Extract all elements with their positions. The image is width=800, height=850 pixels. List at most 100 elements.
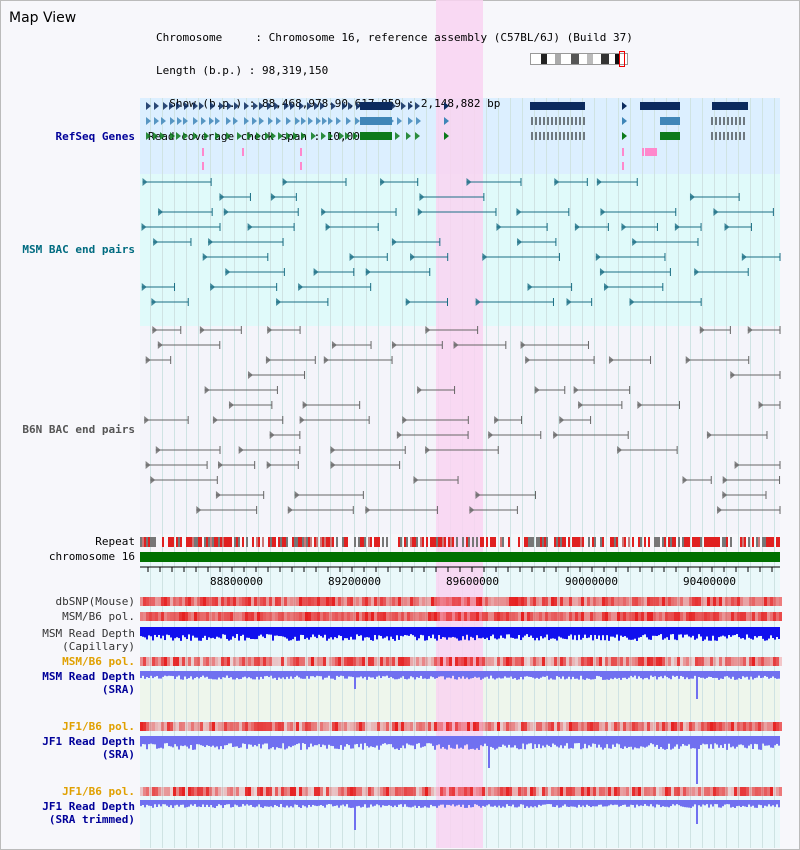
polymorphism-bin: [269, 597, 272, 606]
track-label-repeat[interactable]: Repeat: [95, 535, 135, 548]
polymorphism-bin: [776, 612, 779, 621]
read-depth-bar: [464, 671, 466, 679]
polymorphism-bin: [368, 657, 371, 666]
read-depth-bar: [628, 671, 630, 678]
polymorphism-bin: [656, 612, 659, 621]
repeat-feature: [274, 537, 276, 547]
polymorphism-bin: [443, 597, 446, 606]
read-depth-bar: [546, 736, 548, 745]
track-label-msm-depth-sra-1[interactable]: MSM Read Depth: [42, 670, 135, 683]
polymorphism-bin: [611, 722, 614, 731]
repeat-feature: [532, 537, 534, 547]
read-depth-bar: [250, 736, 252, 745]
track-label-msm-b6-pol-2[interactable]: MSM/B6 pol.: [62, 655, 135, 668]
repeat-feature: [342, 537, 344, 547]
track-label-jf1-depth-sra-1[interactable]: JF1 Read Depth: [42, 735, 135, 748]
read-depth-bar: [666, 800, 668, 807]
polymorphism-bin: [383, 612, 386, 621]
polymorphism-bin: [728, 722, 731, 731]
read-depth-bar: [700, 671, 702, 678]
polymorphism-bin: [362, 787, 365, 796]
read-depth-bar: [728, 671, 730, 678]
read-depth-bar: [204, 627, 206, 636]
polymorphism-bin: [719, 722, 722, 731]
track-label-msm-bac[interactable]: MSM BAC end pairs: [22, 243, 135, 256]
read-depth-bar: [656, 800, 658, 805]
polymorphism-bin: [707, 597, 710, 606]
gene-feature: [202, 148, 204, 156]
read-depth-bar: [454, 736, 456, 749]
read-depth-bar: [408, 627, 410, 636]
track-label-refseq[interactable]: RefSeq Genes: [55, 130, 135, 143]
repeat-feature: [262, 537, 264, 547]
read-depth-bar: [490, 627, 492, 637]
read-depth-bar: [158, 671, 160, 679]
polymorphism-bin: [689, 612, 692, 621]
selected-region-highlight[interactable]: [436, 0, 483, 848]
polymorphism-bin: [152, 657, 155, 666]
read-depth-bar: [772, 800, 774, 806]
track-label-jf1-b6-pol-1[interactable]: JF1/B6 pol.: [62, 720, 135, 733]
read-depth-bar: [666, 736, 668, 750]
read-depth-bar: [422, 800, 424, 808]
polymorphism-bin: [248, 722, 251, 731]
polymorphism-bin: [548, 657, 551, 666]
polymorphism-bin: [140, 722, 143, 731]
polymorphism-bin: [716, 657, 719, 666]
polymorphism-bin: [557, 722, 560, 731]
read-depth-bar: [440, 736, 442, 749]
grid-line: [174, 98, 175, 848]
polymorphism-bin: [665, 597, 668, 606]
polymorphism-bin: [524, 657, 527, 666]
track-label-jf1-depth-trim-1[interactable]: JF1 Read Depth: [42, 800, 135, 813]
polymorphism-bin: [311, 657, 314, 666]
read-depth-bar: [304, 800, 306, 807]
read-depth-bar: [326, 800, 328, 805]
repeat-feature: [574, 537, 576, 547]
polymorphism-bin: [350, 657, 353, 666]
read-depth-bar: [384, 671, 386, 677]
repeat-feature: [654, 537, 656, 547]
track-label-b6n-bac[interactable]: B6N BAC end pairs: [22, 423, 135, 436]
polymorphism-bin: [710, 657, 713, 666]
repeat-feature: [612, 537, 614, 547]
polymorphism-bin: [422, 722, 425, 731]
polymorphism-bin: [371, 657, 374, 666]
polymorphism-bin: [692, 722, 695, 731]
track-label-dbsnp[interactable]: dbSNP(Mouse): [55, 595, 135, 608]
read-depth-bar: [670, 671, 672, 680]
read-depth-bar: [560, 736, 562, 746]
chromosome-ideogram[interactable]: [530, 51, 628, 67]
polymorphism-bin: [536, 722, 539, 731]
polymorphism-bin: [431, 722, 434, 731]
read-depth-bar: [370, 671, 372, 678]
read-depth-bar: [402, 736, 404, 746]
polymorphism-bin: [638, 612, 641, 621]
msm-bac-pair: [517, 238, 523, 246]
read-depth-bar: [750, 800, 752, 807]
polymorphism-bin: [398, 722, 401, 731]
read-depth-bar: [446, 736, 448, 750]
read-depth-bar: [688, 800, 690, 808]
repeat-feature: [300, 537, 302, 547]
track-label-msm-depth-cap-1[interactable]: MSM Read Depth: [42, 627, 135, 640]
read-depth-bar: [566, 736, 568, 744]
polymorphism-bin: [704, 597, 707, 606]
track-label-chromosome[interactable]: chromosome 16: [48, 550, 135, 563]
read-depth-bar: [654, 627, 656, 636]
track-label-jf1-b6-pol-2[interactable]: JF1/B6 pol.: [62, 785, 135, 798]
read-depth-bar: [480, 627, 482, 639]
gene-feature: [444, 102, 449, 110]
track-label-msm-b6-pol-1[interactable]: MSM/B6 pol.: [62, 610, 135, 623]
read-depth-bar: [212, 800, 214, 808]
repeat-feature: [186, 537, 188, 547]
polymorphism-bin: [566, 787, 569, 796]
polymorphism-bin: [158, 787, 161, 796]
read-depth-bar: [712, 627, 714, 636]
read-depth-bar: [228, 800, 230, 805]
polymorphism-bin: [374, 657, 377, 666]
read-depth-bar: [408, 671, 410, 679]
polymorphism-bin: [644, 657, 647, 666]
read-depth-bar: [660, 671, 662, 677]
